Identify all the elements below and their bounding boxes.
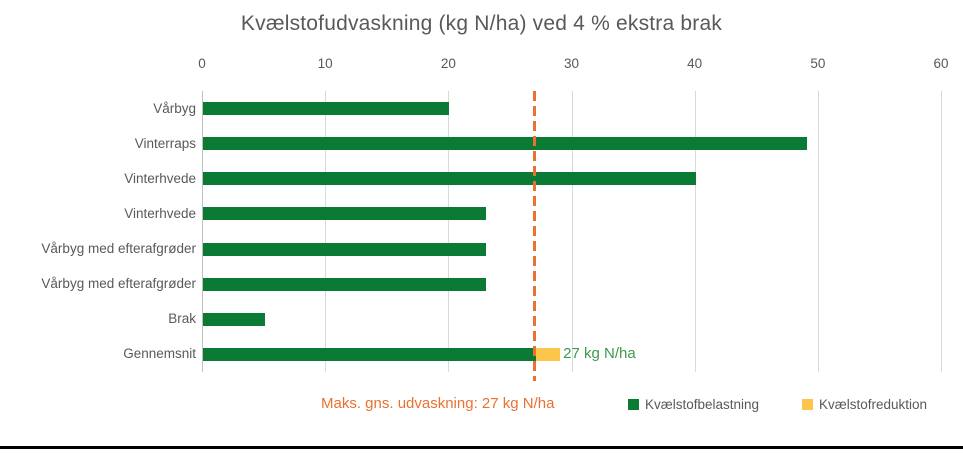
green-swatch-icon	[628, 399, 639, 410]
x-tick-label: 50	[810, 56, 826, 71]
category-label: Vinterhvede	[124, 205, 196, 221]
category-label: Vårbyg med efterafgrøder	[41, 241, 196, 257]
bar-value-label: 27 kg N/ha	[563, 345, 636, 363]
bar-belastning	[203, 277, 487, 291]
grid-line	[695, 91, 696, 372]
x-tick-label: 40	[687, 56, 703, 71]
category-label: Brak	[168, 311, 196, 327]
plot-area: 27 kg N/ha	[0, 91, 963, 381]
legend-item-reduktion: Kvælstofreduktion	[802, 397, 927, 412]
bar-belastning	[203, 102, 450, 116]
x-tick-label: 10	[317, 56, 333, 71]
bottom-border	[0, 446, 963, 449]
bar-belastning	[203, 137, 807, 151]
reference-line	[533, 91, 537, 381]
x-tick-label: 30	[563, 56, 580, 71]
category-label: Vårbyg	[153, 100, 196, 116]
bar-belastning	[203, 347, 536, 361]
x-tick-label: 60	[933, 56, 949, 71]
category-label: Vinterraps	[134, 135, 196, 151]
bar-belastning	[203, 312, 265, 326]
x-tick-label: 0	[198, 56, 206, 71]
bar-belastning	[203, 242, 487, 256]
yellow-swatch-icon	[802, 399, 813, 410]
category-label: Vårbyg med efterafgrøder	[41, 276, 196, 292]
chart-title: Kvælstofudvaskning (kg N/ha) ved 4 % eks…	[240, 12, 723, 35]
legend-label: Kvælstofreduktion	[819, 397, 928, 412]
grid-line	[941, 91, 942, 372]
legend-item-belastning: Kvælstofbelastning	[628, 397, 759, 412]
category-label: Gennemsnit	[123, 346, 196, 362]
x-tick-label: 20	[440, 56, 456, 71]
grid-line	[572, 91, 573, 372]
bar-belastning	[203, 172, 696, 186]
bar-reduktion	[535, 347, 561, 361]
grid-line	[818, 91, 819, 372]
y-axis-line	[202, 91, 203, 372]
category-label: Vinterhvede	[124, 170, 196, 186]
reference-line-legend-label: Maks. gns. udvaskning: 27 kg N/ha	[321, 395, 555, 412]
grid-line	[448, 91, 449, 372]
legend-label: Kvælstofbelastning	[645, 397, 760, 412]
grid-line	[325, 91, 326, 372]
bar-belastning	[203, 207, 487, 221]
